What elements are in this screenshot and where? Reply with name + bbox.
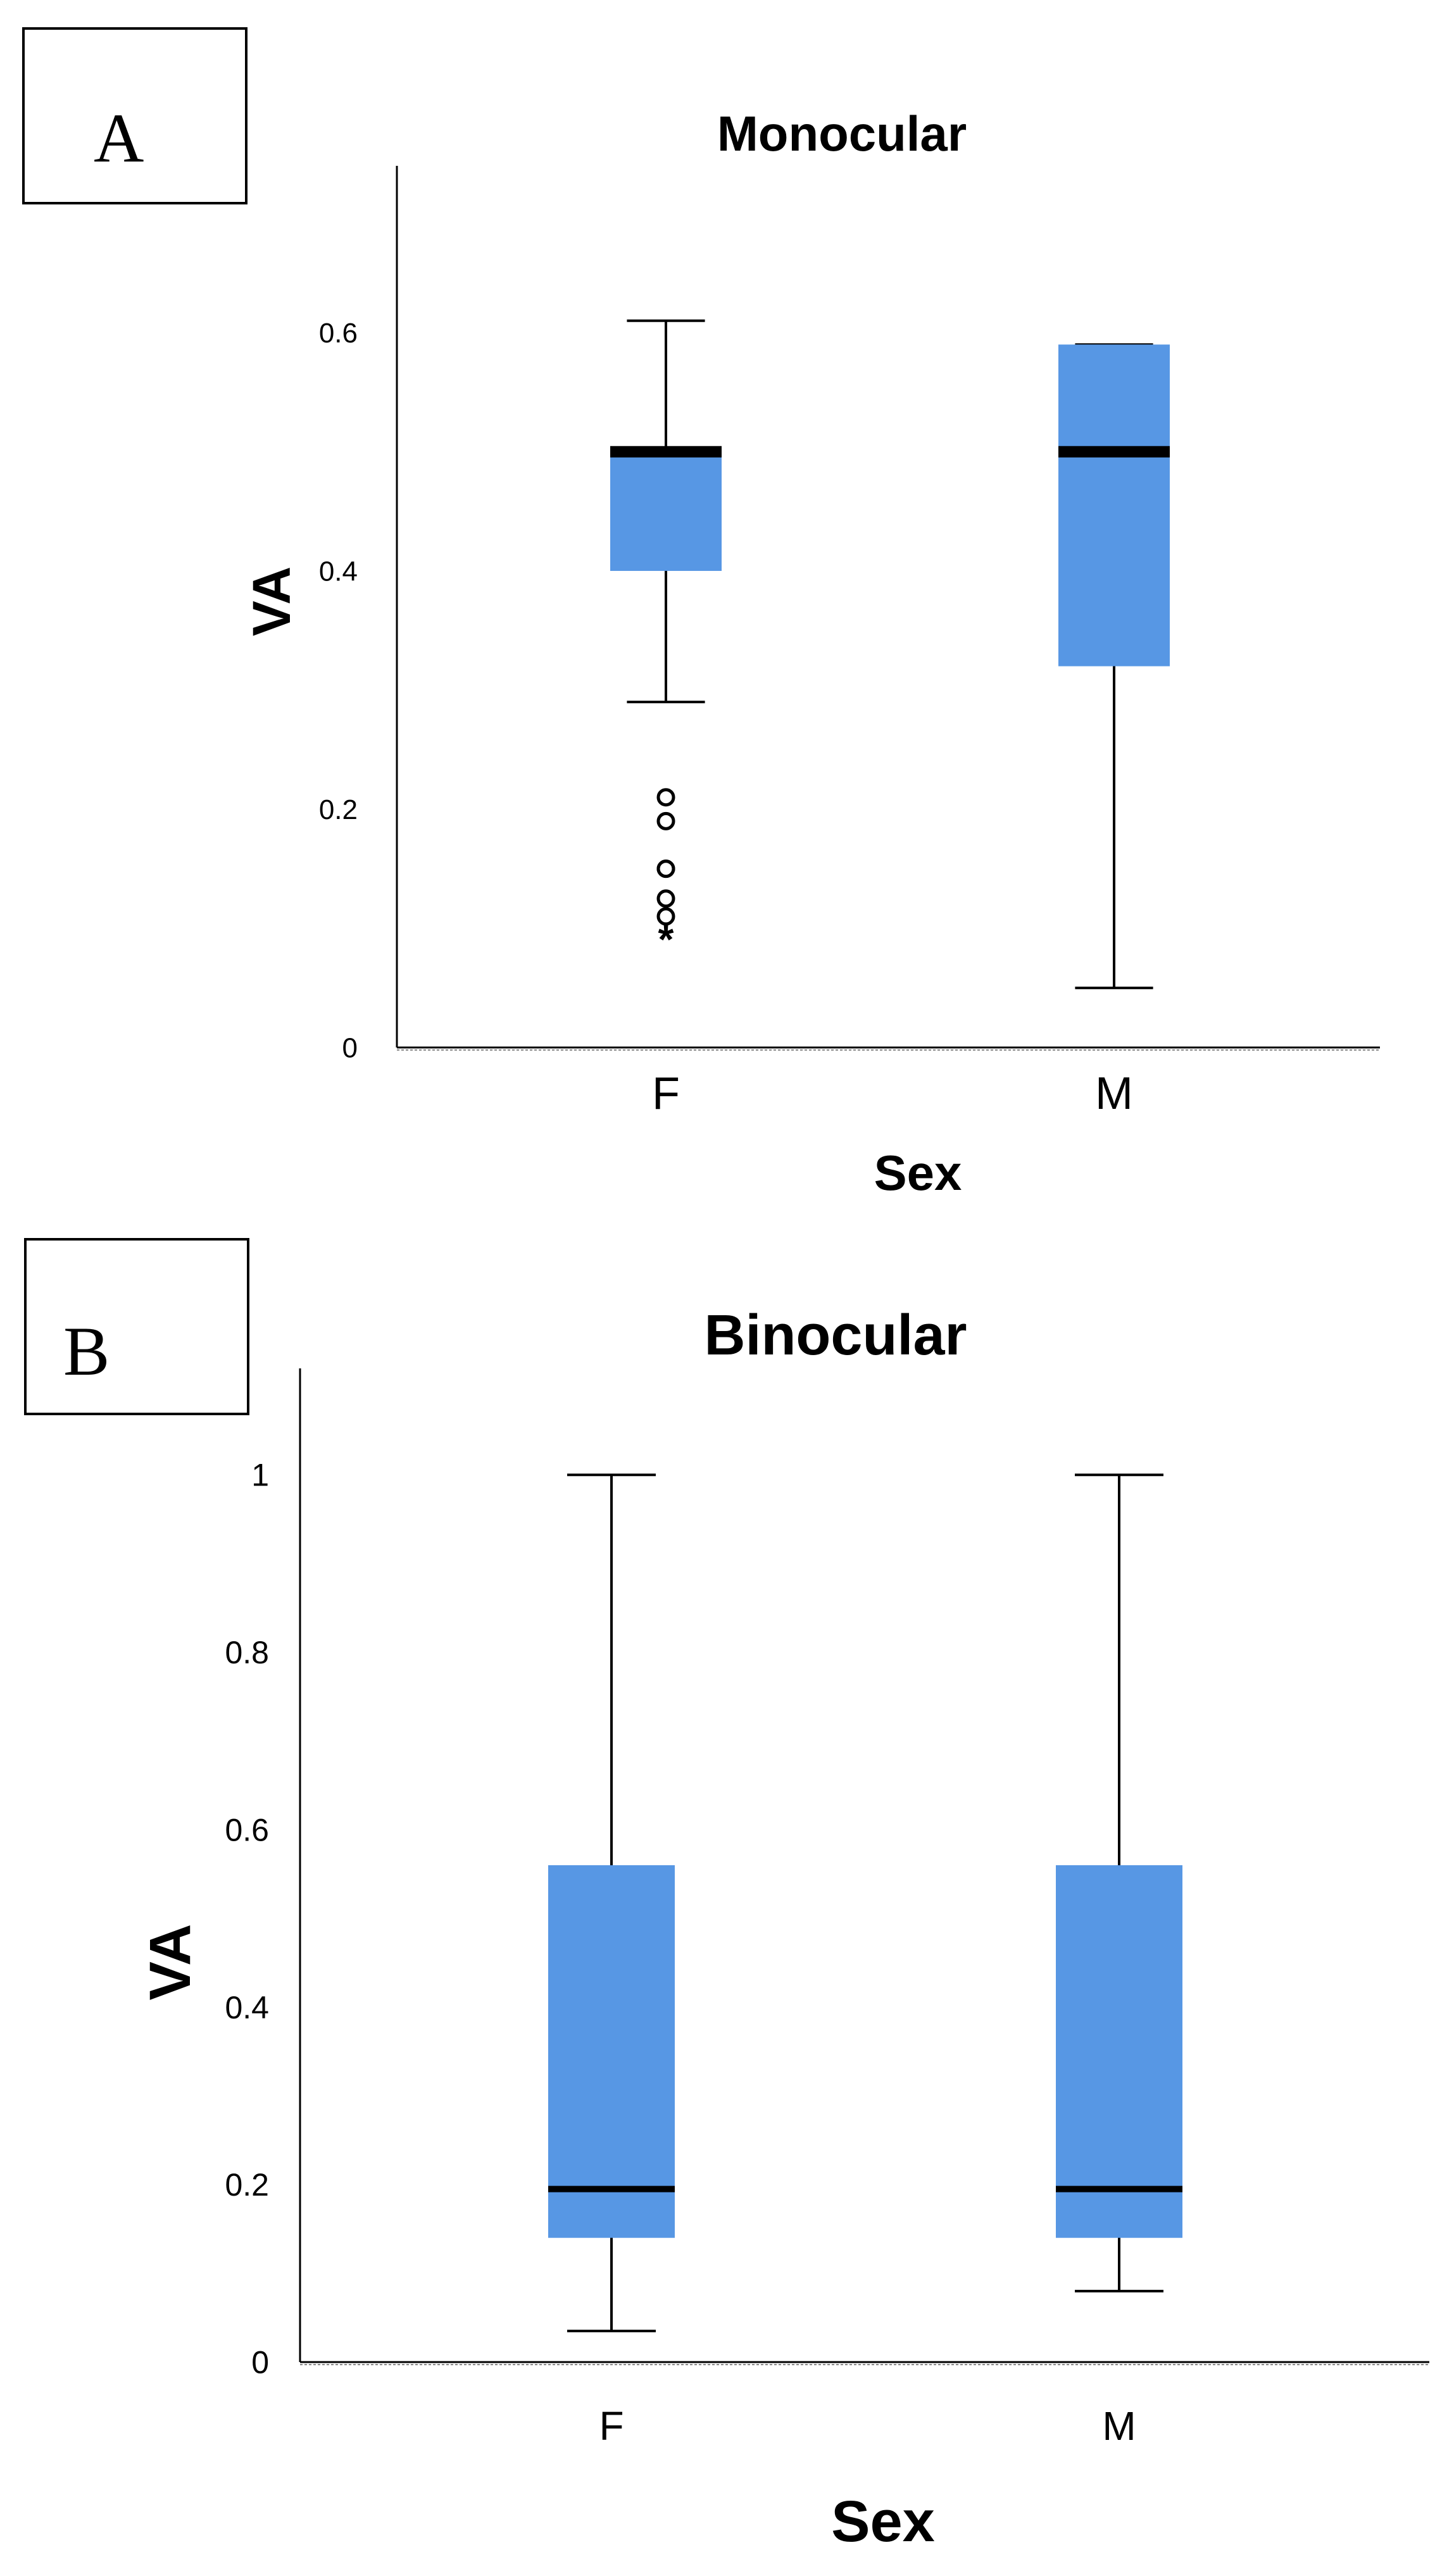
panel-b-box-F [548, 1473, 675, 2332]
panel-a-y-tick-label: 0.4 [319, 556, 358, 587]
panel-b-title: Binocular [704, 1304, 967, 1367]
panel-a-x-tick-label: F [652, 1068, 680, 1119]
panel-a-y-tick-label: 0.6 [319, 318, 358, 349]
panel-a-x-tick-label: M [1095, 1068, 1133, 1119]
outlier-point [656, 860, 675, 878]
panel-b-box-M [1056, 1473, 1182, 2292]
panel-b-y-tick-label: 0.4 [225, 1990, 269, 2025]
panel-a-boxes [610, 319, 1170, 989]
panel-b-boxes [548, 1473, 1182, 2332]
panel-a-outliers: * [656, 788, 675, 962]
panel-b-label: B [63, 1313, 110, 1390]
panel-b-y-axis-title: VA [138, 1924, 203, 2001]
iqr-box [548, 1865, 675, 2238]
panel-a-label: A [94, 99, 144, 177]
iqr-box [1058, 344, 1170, 666]
panel-b-x-tick-label: M [1102, 2403, 1136, 2449]
panel-b-label-box [24, 1238, 249, 1415]
panel-a-y-ticks: 0 0.2 0.4 0.6 [319, 318, 358, 1063]
panel-a-x-axis-title: Sex [874, 1145, 962, 1201]
iqr-box [610, 451, 722, 572]
outlier-point [656, 907, 675, 926]
panel-a-title: Monocular [717, 106, 967, 161]
panel-a-y-tick-label: 0 [342, 1032, 358, 1063]
panel-b-y-tick-label: 1 [251, 1458, 269, 1493]
panel-b-y-tick-label: 0.8 [225, 1635, 269, 1670]
panel-a-box-F [610, 319, 722, 704]
panel-a-y-axis-title: VA [242, 566, 301, 636]
panel-b-y-tick-label: 0 [251, 2344, 269, 2380]
panel-b-x-axis-title: Sex [831, 2489, 935, 2554]
panel-a-label-box [22, 27, 248, 204]
panel-b-x-tick-label: F [599, 2403, 624, 2449]
panel-b-axes [299, 1368, 1429, 2365]
panel-b-y-tick-label: 0.2 [225, 2167, 269, 2203]
panel-a-axes [396, 166, 1380, 1051]
iqr-box [1056, 1865, 1182, 2238]
panel-b-y-tick-label: 0.6 [225, 1812, 269, 1848]
outlier-point [656, 811, 675, 830]
outlier-star: * [658, 916, 674, 962]
outlier-point [656, 889, 675, 908]
outlier-point [656, 788, 675, 807]
panel-b-y-ticks: 0 0.2 0.4 0.6 0.8 1 [225, 1458, 269, 2380]
panel-a-y-tick-label: 0.2 [319, 794, 358, 825]
panel-a-box-M [1058, 343, 1170, 989]
